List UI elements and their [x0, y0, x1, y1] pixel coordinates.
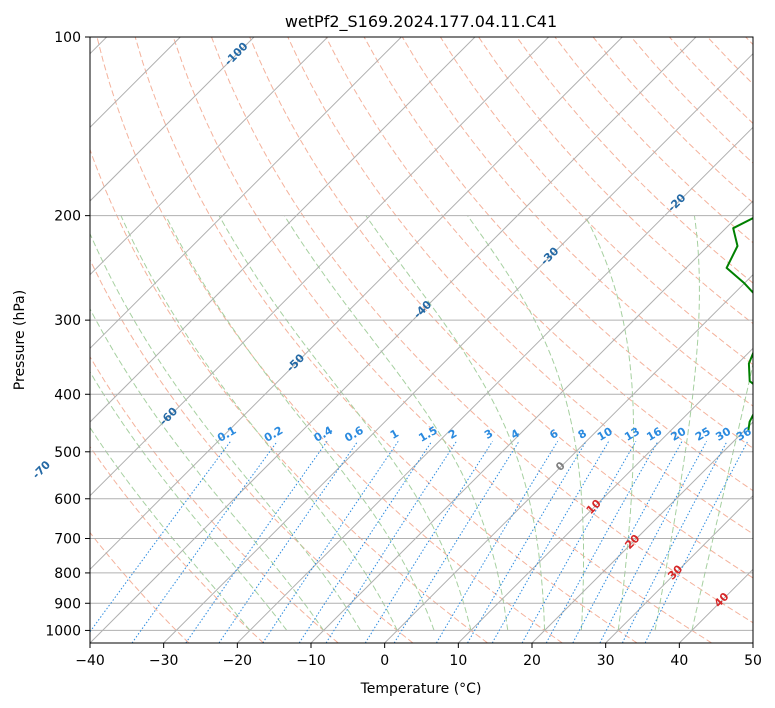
- axes: −40 −30 −20 −10 0 10 20 30 40 50 100 200 300 400 500 60…: [45, 30, 762, 669]
- x-tick-label: −40: [75, 653, 105, 669]
- mixing-ratio-line: [393, 441, 520, 643]
- plot-content: [90, 37, 753, 643]
- mixing-ratio-line: [572, 441, 683, 643]
- plot-frame: [89, 36, 754, 644]
- moist-adiabat-line: [165, 215, 435, 631]
- mixing-ratio-line: [185, 441, 328, 643]
- mixing-ratio-line: [435, 441, 559, 643]
- y-tick-label: 200: [54, 209, 81, 225]
- y-tick-label: 600: [54, 492, 81, 508]
- isotherm-line: [384, 273, 753, 643]
- dry-adiabat-line: [401, 37, 753, 407]
- y-tick-label: 100: [54, 30, 81, 46]
- dry-adiabat-line: [439, 37, 753, 366]
- mixing-ratio-line: [262, 441, 399, 643]
- y-tick-label: 300: [54, 313, 81, 329]
- y-tick-label: 900: [54, 596, 81, 612]
- plot-area: [90, 37, 753, 643]
- mixing-ratio-line: [599, 441, 708, 643]
- moist-adiabat-line: [90, 426, 251, 631]
- dry-adiabat-line: [211, 37, 753, 624]
- mixing-ratio-line: [218, 441, 359, 643]
- mixing-ratio-line: [90, 440, 231, 633]
- dry-adiabat-line: [249, 37, 753, 579]
- x-tick-label: 50: [744, 653, 762, 669]
- dewpoint-profile-line: [725, 216, 753, 431]
- isotherm-line: [90, 37, 329, 276]
- moist-adiabat-line: [90, 371, 288, 631]
- isotherm-line: [90, 37, 697, 643]
- isotherm-line: [90, 37, 550, 497]
- mixing-ratio-line: [491, 441, 610, 643]
- x-tick-label: 20: [523, 653, 541, 669]
- isotherm-line: [90, 37, 402, 350]
- isotherm-line: [310, 200, 753, 643]
- y-tick-label: 800: [54, 566, 81, 582]
- y-axis-label: Pressure (hPa): [12, 290, 28, 390]
- isotherm-line: [457, 347, 753, 643]
- y-tick-label: 500: [54, 445, 81, 461]
- isotherm-line: [531, 421, 753, 643]
- isotherm-line: [163, 52, 753, 643]
- y-tick-label: 400: [54, 387, 81, 403]
- x-tick-label: 40: [670, 653, 688, 669]
- mixing-ratio-line: [298, 441, 433, 643]
- isotherm-line: [90, 37, 623, 571]
- x-tick-label: −30: [149, 653, 179, 669]
- mixing-ratio-line: [621, 441, 728, 643]
- x-tick-label: 0: [380, 653, 389, 669]
- moist-adiabat-line: [218, 215, 472, 631]
- isotherm-line: [605, 494, 753, 643]
- x-axis-label: Temperature (°C): [360, 681, 482, 697]
- isotherm-line: [236, 126, 753, 643]
- dry-adiabat-line: [96, 37, 563, 643]
- mixing-ratio-line: [364, 441, 493, 643]
- x-tick-label: −20: [223, 653, 253, 669]
- moist-adiabat-line: [365, 215, 546, 631]
- isotherm-line: [90, 37, 255, 202]
- dry-adiabat-line: [90, 148, 488, 643]
- x-tick-label: 10: [449, 653, 467, 669]
- dry-adiabat-line: [134, 37, 638, 643]
- moist-adiabat-line: [584, 215, 635, 631]
- dry-adiabat-line: [516, 37, 753, 284]
- x-tick-label: 30: [597, 653, 615, 669]
- mixing-ratio-line: [325, 441, 457, 643]
- isotherm-line: [90, 37, 476, 423]
- y-tick-label: 1000: [45, 623, 81, 639]
- y-tick-label: 700: [54, 532, 81, 548]
- chart-title: wetPf2_S169.2024.177.04.11.C41: [285, 12, 557, 32]
- moist-adiabat-line: [654, 215, 700, 631]
- dry-adiabat-line: [90, 445, 264, 643]
- x-tick-label: −10: [296, 653, 326, 669]
- dry-adiabat-line: [90, 531, 190, 643]
- mixing-ratio-line: [467, 441, 587, 643]
